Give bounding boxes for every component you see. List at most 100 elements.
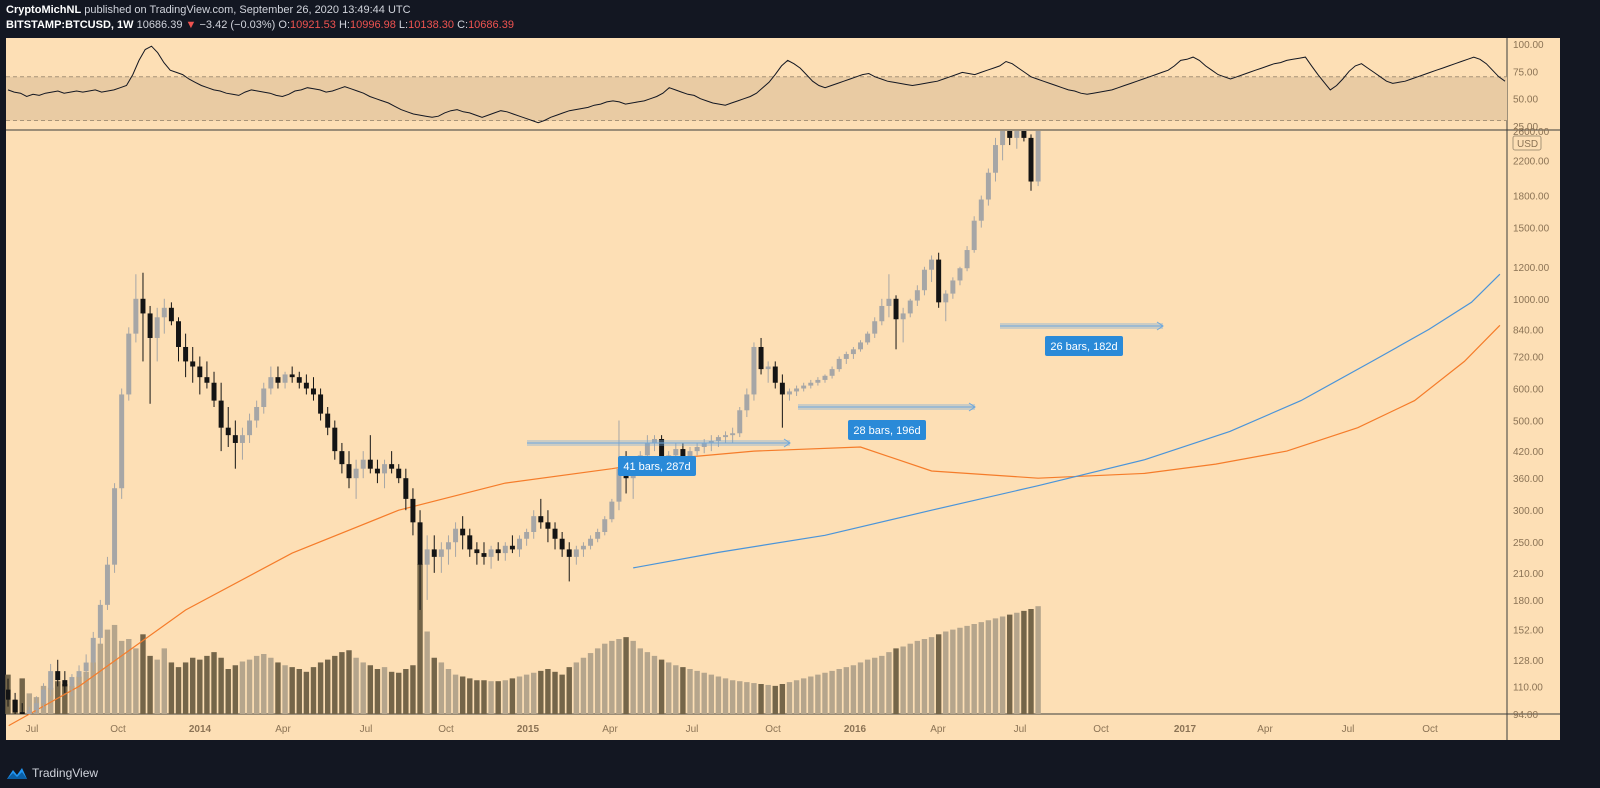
volume-bar (673, 665, 679, 714)
candle-body (936, 259, 942, 303)
time-axis-label: Oct (438, 724, 454, 735)
volume-bar (459, 676, 466, 714)
volume-bar (62, 684, 68, 714)
candle-body (609, 501, 615, 520)
candle-body (929, 259, 935, 270)
volume-bar (985, 620, 992, 714)
price-tick-label: 94.00 (1513, 710, 1538, 721)
price-tick-label: 720.00 (1513, 352, 1544, 363)
volume-bar (26, 693, 33, 714)
candle-body (460, 528, 466, 536)
volume-bar (161, 648, 167, 714)
volume-bar (83, 671, 89, 714)
candle-body (396, 468, 402, 479)
rsi-band (6, 76, 1507, 121)
volume-bar (403, 669, 409, 714)
volume-bar (992, 618, 999, 714)
candle-body (296, 377, 302, 383)
volume-bar (388, 671, 395, 714)
candle-body (836, 358, 842, 370)
volume-bar (815, 674, 821, 714)
volume-bar (410, 665, 416, 714)
volume-bar (822, 672, 828, 714)
published-text: published on TradingView.com, September … (84, 4, 411, 16)
volume-bar (239, 661, 246, 714)
currency-label: USD (1517, 139, 1538, 150)
candle-body (865, 333, 871, 343)
volume-bar (360, 662, 366, 714)
candle-body (83, 662, 89, 672)
candle-body (1035, 131, 1041, 182)
candle-body (431, 549, 437, 557)
candle-body (588, 538, 594, 546)
volume-bar (772, 685, 778, 714)
range-label: 26 bars, 182d (1050, 341, 1117, 353)
volume-bar (864, 659, 871, 714)
candle-body (112, 488, 118, 565)
candle-body (41, 689, 47, 704)
candle-body (744, 394, 750, 411)
volume-bar (779, 684, 786, 714)
price-tick-label: 180.00 (1513, 596, 1544, 607)
volume-bar (637, 648, 643, 714)
footer-brand[interactable]: TradingView (6, 766, 98, 780)
symbol-label[interactable]: BITSTAMP:BTCUSD, 1W (6, 19, 134, 31)
volume-bar (687, 669, 693, 714)
volume-bar (999, 616, 1006, 714)
candle-body (559, 538, 565, 550)
candle-body (332, 427, 338, 452)
candle-body (602, 519, 608, 532)
volume-bar (47, 687, 54, 714)
volume-bar (872, 657, 878, 714)
candle-body (97, 604, 103, 638)
candle-body (339, 451, 345, 465)
candle-body (772, 366, 778, 383)
volume-bar (424, 631, 430, 714)
volume-bar (808, 676, 814, 714)
candle-body (147, 313, 153, 338)
candle-body (595, 531, 601, 539)
candle-body (325, 413, 331, 428)
candle-body (12, 699, 18, 713)
candle-body (353, 468, 359, 479)
candle-body (33, 703, 39, 711)
volume-bar (218, 657, 224, 714)
candle-body (90, 637, 96, 663)
volume-bar (907, 643, 913, 714)
volume-bar (211, 652, 217, 714)
volume-bar (516, 676, 523, 714)
volume-bar (786, 682, 793, 714)
candle-body (573, 549, 579, 557)
volume-bar (729, 680, 736, 714)
volume-bar (126, 639, 132, 714)
candle-body (616, 468, 622, 502)
candle-body (808, 382, 814, 386)
candle-body (275, 377, 281, 383)
volume-bar (367, 665, 374, 714)
volume-bar (431, 657, 437, 714)
volume-bar (836, 669, 842, 714)
author-name[interactable]: CryptoMichNL (6, 4, 82, 16)
volume-bar (623, 637, 629, 714)
volume-bar (602, 643, 608, 714)
volume-bar (538, 670, 544, 714)
candle-body (119, 394, 125, 489)
candle-body (261, 388, 267, 407)
volume-bar (19, 678, 25, 714)
candle-body (794, 388, 800, 392)
price-tick-label: 1200.00 (1513, 263, 1550, 274)
volume-bar (978, 622, 984, 714)
price-tick-label: 840.00 (1513, 325, 1544, 336)
candle-body (410, 498, 416, 523)
high-value: 10996.98 (349, 19, 396, 31)
volume-bar (374, 669, 381, 714)
volume-bar (168, 662, 175, 714)
rsi-tick-label: 100.00 (1513, 40, 1544, 51)
volume-bar (275, 662, 281, 714)
volume-bar (225, 669, 231, 714)
candle-body (872, 321, 878, 334)
tradingview-logo-icon (7, 768, 27, 779)
candle-body (55, 671, 61, 681)
candle-body (168, 307, 174, 322)
